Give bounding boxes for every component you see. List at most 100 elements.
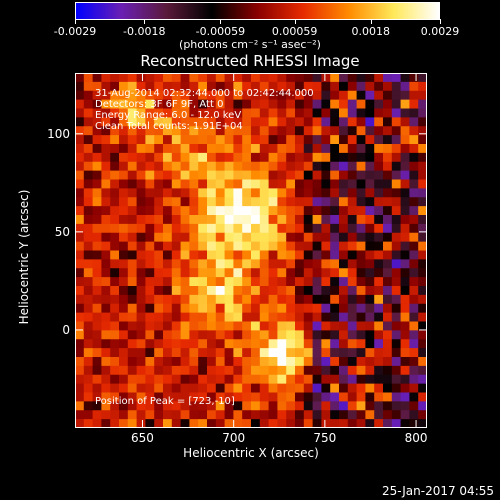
image-pixel bbox=[418, 303, 427, 314]
image-pixel bbox=[145, 232, 155, 243]
image-pixel bbox=[356, 330, 366, 340]
image-pixel bbox=[347, 90, 358, 101]
image-pixel bbox=[330, 303, 340, 314]
image-pixel bbox=[110, 401, 120, 411]
image-pixel bbox=[242, 365, 252, 376]
image-pixel bbox=[312, 241, 322, 252]
image-pixel bbox=[339, 259, 349, 269]
image-pixel bbox=[189, 259, 199, 269]
image-pixel bbox=[400, 277, 410, 287]
image-pixel bbox=[83, 339, 94, 349]
image-pixel bbox=[224, 197, 234, 207]
image-pixel bbox=[119, 73, 129, 83]
image-pixel bbox=[356, 321, 366, 331]
image-pixel bbox=[259, 241, 270, 252]
image-pixel bbox=[198, 90, 208, 101]
image-pixel bbox=[83, 348, 94, 358]
image-pixel bbox=[295, 108, 305, 118]
image-pixel bbox=[356, 250, 366, 260]
image-pixel bbox=[321, 206, 331, 216]
image-pixel bbox=[242, 90, 252, 101]
image-pixel bbox=[251, 348, 261, 358]
image-pixel bbox=[321, 392, 331, 402]
image-pixel bbox=[312, 312, 322, 323]
image-pixel bbox=[92, 144, 102, 154]
image-pixel bbox=[242, 259, 252, 269]
image-pixel bbox=[339, 277, 349, 287]
image-pixel bbox=[312, 170, 322, 181]
image-pixel bbox=[75, 250, 85, 260]
image-pixel bbox=[127, 135, 138, 145]
image-pixel bbox=[347, 170, 358, 181]
image-pixel bbox=[242, 135, 252, 145]
image-pixel bbox=[75, 223, 85, 234]
image-pixel bbox=[321, 197, 331, 207]
image-pixel bbox=[119, 197, 129, 207]
image-pixel bbox=[383, 365, 393, 376]
image-pixel bbox=[418, 232, 427, 243]
image-pixel bbox=[347, 206, 358, 216]
image-pixel bbox=[83, 383, 94, 394]
image-pixel bbox=[242, 374, 252, 385]
image-pixel bbox=[163, 392, 173, 402]
image-pixel bbox=[347, 197, 358, 207]
image-pixel bbox=[391, 303, 402, 314]
image-pixel bbox=[215, 206, 226, 216]
image-pixel bbox=[286, 321, 296, 331]
image-pixel bbox=[163, 410, 173, 420]
image-pixel bbox=[163, 144, 173, 154]
image-pixel bbox=[180, 410, 190, 420]
image-pixel bbox=[224, 277, 234, 287]
image-pixel bbox=[374, 294, 384, 305]
image-pixel bbox=[259, 223, 270, 234]
image-pixel bbox=[83, 81, 94, 92]
image-pixel bbox=[259, 357, 270, 367]
image-pixel bbox=[198, 135, 208, 145]
image-pixel bbox=[163, 117, 173, 127]
image-pixel bbox=[198, 383, 208, 394]
image-pixel bbox=[259, 90, 270, 101]
image-pixel bbox=[127, 170, 138, 181]
image-pixel bbox=[312, 197, 322, 207]
image-pixel bbox=[189, 365, 199, 376]
image-pixel bbox=[101, 410, 111, 420]
image-pixel bbox=[92, 135, 102, 145]
image-pixel bbox=[312, 188, 322, 198]
image-pixel bbox=[154, 241, 164, 252]
image-pixel bbox=[286, 374, 296, 385]
image-pixel bbox=[356, 135, 366, 145]
image-pixel bbox=[365, 410, 375, 420]
image-pixel bbox=[163, 73, 173, 83]
image-pixel bbox=[163, 126, 173, 136]
image-pixel bbox=[224, 126, 234, 136]
image-pixel bbox=[409, 161, 419, 172]
image-pixel bbox=[347, 232, 358, 243]
image-pixel bbox=[110, 294, 120, 305]
image-pixel bbox=[233, 223, 243, 234]
image-pixel bbox=[110, 170, 120, 181]
image-pixel bbox=[251, 321, 261, 331]
image-pixel bbox=[233, 383, 243, 394]
image-pixel bbox=[127, 179, 138, 189]
image-pixel bbox=[418, 374, 427, 385]
image-pixel bbox=[295, 348, 305, 358]
image-pixel bbox=[233, 259, 243, 269]
image-pixel bbox=[295, 357, 305, 367]
image-pixel bbox=[215, 303, 226, 314]
image-pixel bbox=[312, 206, 322, 216]
image-pixel bbox=[110, 286, 120, 296]
image-pixel bbox=[224, 117, 234, 127]
image-pixel bbox=[136, 232, 146, 243]
image-pixel bbox=[295, 197, 305, 207]
image-pixel bbox=[356, 294, 366, 305]
image-pixel bbox=[198, 117, 208, 127]
image-pixel bbox=[356, 241, 366, 252]
image-pixel bbox=[180, 117, 190, 127]
image-pixel bbox=[242, 170, 252, 181]
image-pixel bbox=[101, 419, 111, 428]
image-pixel bbox=[259, 312, 270, 323]
image-pixel bbox=[347, 108, 358, 118]
image-pixel bbox=[383, 108, 393, 118]
image-pixel bbox=[171, 135, 182, 145]
image-pixel bbox=[312, 259, 322, 269]
